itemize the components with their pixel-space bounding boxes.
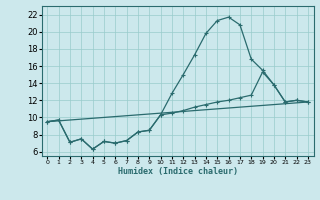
X-axis label: Humidex (Indice chaleur): Humidex (Indice chaleur)	[118, 167, 237, 176]
